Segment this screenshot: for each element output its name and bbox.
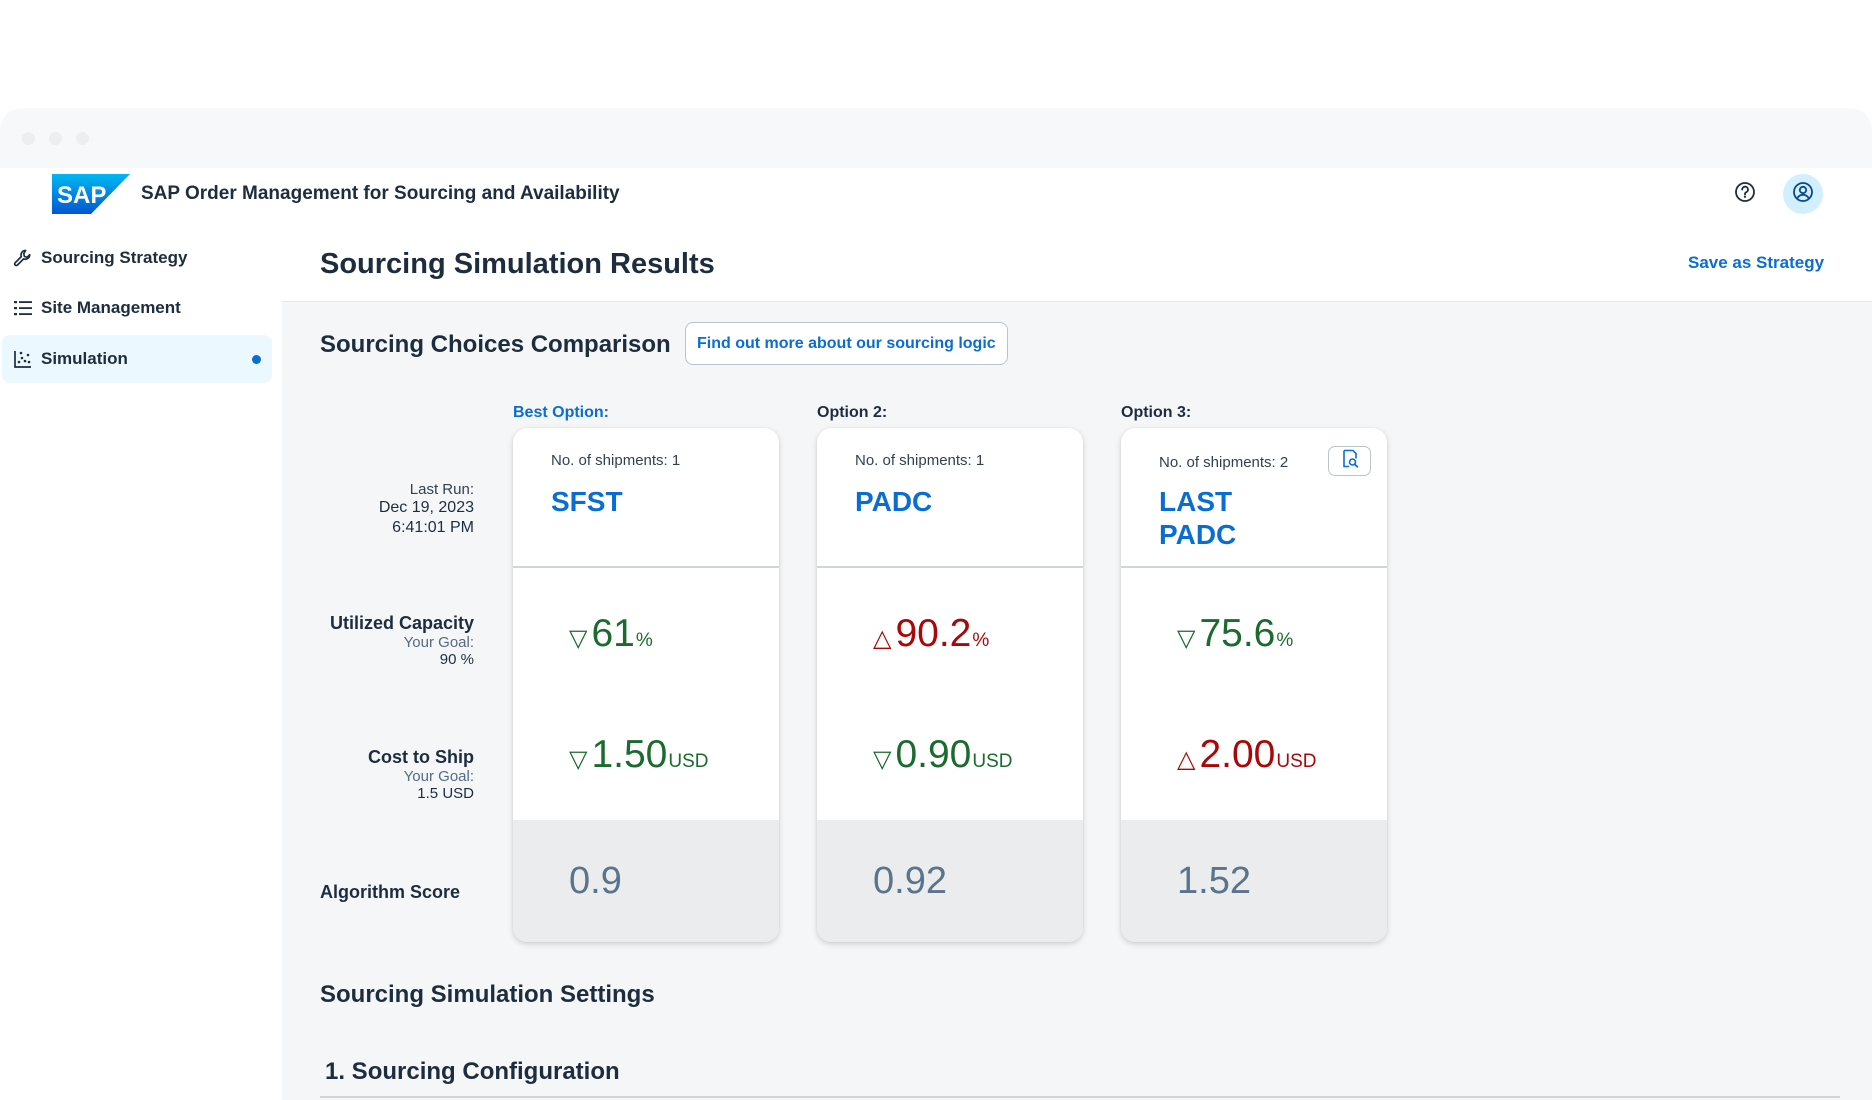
close-window-dot[interactable] [22,132,35,145]
option-card-best[interactable]: No. of shipments: 1 SFST ▽ 61 % ▽ 1.50 U… [513,428,779,942]
cost-to-ship-row-label: Cost to Ship Your Goal: 1.5 USD [0,747,474,802]
algorithm-score-value: 0.92 [873,860,947,902]
scatter-chart-icon [12,348,34,370]
utilized-capacity-row-label: Utilized Capacity Your Goal: 90 % [0,613,474,668]
window-titlebar [0,108,1872,168]
option-label-2: Option 2: [817,404,888,421]
sourcing-site: LAST PADC [1159,485,1236,551]
sourcing-configuration-title[interactable]: 1. Sourcing Configuration [325,1058,620,1085]
shipments-count: No. of shipments: 2 [1159,454,1289,471]
site-name: PADC [1159,519,1237,550]
user-circle-icon [1792,181,1814,208]
kpi-number: 90.2 [895,612,972,655]
algorithm-score-area: 0.92 [817,820,1083,942]
wrench-icon [12,247,34,269]
selected-indicator-dot [252,355,261,364]
user-avatar-button[interactable] [1783,174,1823,214]
kpi-unit: USD [972,751,1013,772]
window-controls[interactable] [22,132,89,145]
trend-down-icon: ▽ [1177,625,1196,652]
row-label-text: Cost to Ship [368,747,474,767]
kpi-number: 61 [591,612,635,655]
kpi-number: 2.00 [1199,733,1276,776]
option-card-header: No. of shipments: 1 PADC [817,428,1083,568]
row-label-text: Utilized Capacity [329,613,474,633]
trend-down-icon: ▽ [569,625,588,652]
goal-value: 1.5 USD [417,785,474,802]
help-button[interactable] [1730,179,1760,209]
utilized-capacity-value: ▽ 61 % [569,612,653,656]
shell-bar: SAP SAP Order Management for Sourcing an… [0,168,1872,220]
option-label-best: Best Option: [513,404,609,421]
page-title: Sourcing Simulation Results [320,248,715,280]
algorithm-score-area: 1.52 [1121,820,1387,942]
sourcing-site: PADC [855,485,932,518]
shipments-count: No. of shipments: 1 [855,452,985,469]
save-as-strategy-button[interactable]: Save as Strategy [1688,253,1825,272]
kpi-unit: USD [1276,751,1317,772]
document-search-icon [1341,449,1359,474]
page-header: Sourcing Simulation Results Save as Stra… [282,232,1872,302]
sourcing-logic-info-button[interactable]: Find out more about our sourcing logic [685,322,1008,365]
sap-logo[interactable]: SAP [52,174,130,214]
kpi-unit: USD [668,751,709,772]
option-card-header: No. of shipments: 1 SFST [513,428,779,568]
trend-up-icon: △ [1177,746,1196,773]
option-card-2[interactable]: No. of shipments: 1 PADC △ 90.2 % ▽ 0.90… [817,428,1083,942]
kpi-unit: % [1276,630,1294,651]
list-icon [12,297,34,319]
utilized-capacity-value: ▽ 75.6 % [1177,612,1293,656]
kpi-unit: % [972,630,990,651]
cost-to-ship-value: △ 2.00 USD [1177,733,1317,777]
algorithm-score-row-label: Algorithm Score [320,882,461,902]
cost-to-ship-value: ▽ 0.90 USD [873,733,1013,777]
minimize-window-dot[interactable] [49,132,62,145]
site-name: LAST [1159,486,1233,517]
site-name: SFST [551,486,623,517]
sidebar-item-label: Sourcing Strategy [41,248,188,267]
section-divider [320,1096,1840,1098]
algorithm-score-area: 0.9 [513,820,779,942]
trend-down-icon: ▽ [569,746,588,773]
sidebar-item-sourcing-strategy[interactable]: Sourcing Strategy [2,234,272,282]
settings-section-title: Sourcing Simulation Settings [320,981,655,1008]
trend-down-icon: ▽ [873,746,892,773]
comparison-section-title: Sourcing Choices Comparison [320,331,671,358]
trend-up-icon: △ [873,625,892,652]
side-navigation: Sourcing Strategy Site Management Simula… [0,232,282,1100]
goal-value: 90 % [439,651,474,668]
cost-to-ship-value: ▽ 1.50 USD [569,733,709,777]
option-card-header: No. of shipments: 2 LAST PADC [1121,428,1387,568]
goal-label: Your Goal: [403,768,474,785]
maximize-window-dot[interactable] [76,132,89,145]
last-run-date: Dec 19, 2023 [378,499,474,516]
last-run-info: Last Run: Dec 19, 2023 6:41:01 PM [0,481,474,538]
goal-label: Your Goal: [403,634,474,651]
shipments-count: No. of shipments: 1 [551,452,681,469]
kpi-unit: % [635,630,653,651]
question-circle-icon [1734,181,1756,208]
kpi-number: 1.50 [591,733,668,776]
option-card-3[interactable]: No. of shipments: 2 LAST PADC ▽ 75.6 % △… [1121,428,1387,942]
site-name: PADC [855,486,933,517]
sap-logo-text: SAP [57,182,106,209]
sidebar-item-label: Site Management [41,298,181,317]
last-run-time: 6:41:01 PM [392,519,474,536]
sourcing-site: SFST [551,485,623,518]
kpi-number: 75.6 [1199,612,1276,655]
algorithm-score-value: 1.52 [1177,860,1251,902]
kpi-number: 0.90 [895,733,972,776]
sidebar-item-site-management[interactable]: Site Management [2,284,272,332]
sidebar-item-label: Simulation [41,349,128,368]
option-details-button[interactable] [1328,446,1371,476]
last-run-label: Last Run: [409,481,474,498]
utilized-capacity-value: △ 90.2 % [873,612,989,656]
sidebar-item-simulation[interactable]: Simulation [2,335,272,383]
option-label-3: Option 3: [1121,404,1192,421]
algorithm-score-value: 0.9 [569,860,622,902]
app-title: SAP Order Management for Sourcing and Av… [141,183,620,204]
